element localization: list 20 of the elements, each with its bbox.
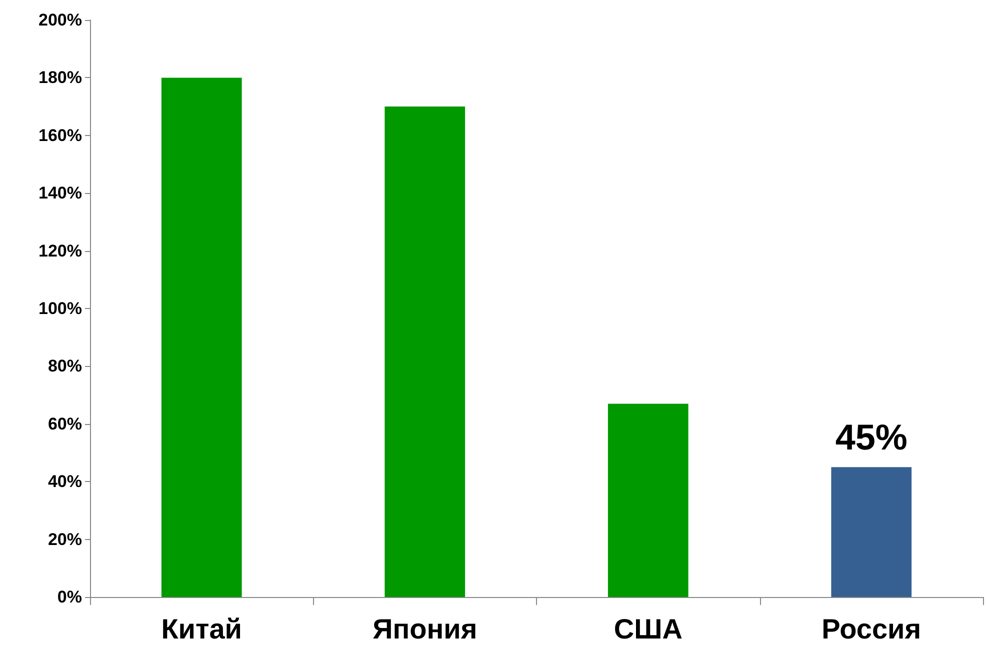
bar	[608, 404, 688, 597]
y-tick-label: 200%	[38, 10, 82, 30]
x-tick-label: США	[614, 614, 682, 644]
bar	[384, 106, 466, 597]
x-tick-label: Япония	[372, 614, 478, 644]
y-tick-label: 40%	[48, 472, 82, 492]
bar	[161, 78, 242, 597]
y-tick-label: 20%	[48, 530, 82, 549]
x-tick-label: Китай	[161, 614, 242, 644]
data-label: 45%	[835, 416, 908, 458]
y-tick-label: 80%	[48, 356, 82, 376]
y-tick-label: 160%	[38, 126, 82, 145]
y-tick-label: 140%	[38, 184, 82, 203]
y-tick-label: 100%	[38, 299, 82, 318]
bar	[831, 467, 912, 597]
y-tick-label: 180%	[38, 68, 82, 88]
y-tick-label: 60%	[48, 414, 82, 434]
y-tick-label: 0%	[57, 588, 82, 606]
x-tick-label: Россия	[822, 614, 922, 644]
y-tick-label: 120%	[38, 241, 82, 260]
